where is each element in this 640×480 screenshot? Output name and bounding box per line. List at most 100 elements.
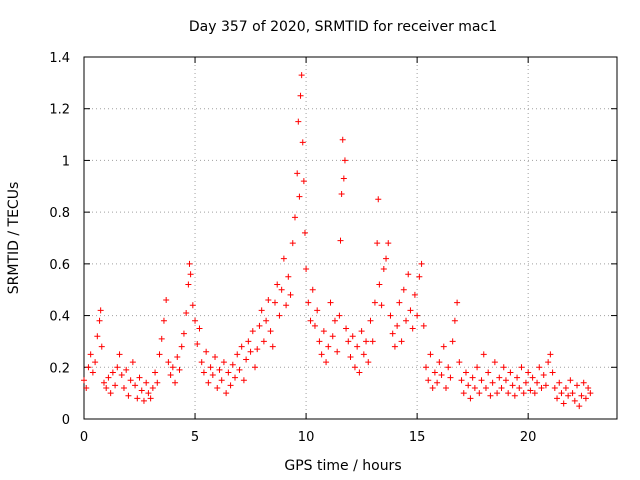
- data-point: [183, 309, 190, 316]
- data-point: [287, 291, 294, 298]
- data-point: [416, 273, 423, 280]
- data-point: [509, 382, 516, 389]
- data-point: [125, 392, 132, 399]
- data-point: [462, 369, 469, 376]
- data-point: [531, 390, 538, 397]
- data-point: [585, 384, 592, 391]
- data-point: [94, 333, 101, 340]
- y-tick-label: 0.4: [49, 310, 70, 325]
- data-point: [112, 382, 119, 389]
- data-point: [100, 379, 107, 386]
- data-point: [249, 328, 256, 335]
- data-point: [451, 317, 458, 324]
- data-point: [120, 384, 127, 391]
- data-point: [180, 330, 187, 337]
- data-point: [458, 377, 465, 384]
- data-point: [311, 322, 318, 329]
- data-point: [114, 364, 121, 371]
- data-point: [456, 359, 463, 366]
- data-point: [325, 343, 332, 350]
- data-point: [196, 325, 203, 332]
- data-point: [398, 338, 405, 345]
- data-point: [356, 369, 363, 376]
- y-tick-label: 0.2: [49, 361, 70, 376]
- data-point: [449, 338, 456, 345]
- data-point: [334, 348, 341, 355]
- data-point: [494, 390, 501, 397]
- data-point: [278, 286, 285, 293]
- data-point: [291, 214, 298, 221]
- data-point: [367, 317, 374, 324]
- data-point: [207, 364, 214, 371]
- data-point: [460, 390, 467, 397]
- data-point: [176, 366, 183, 373]
- data-point: [107, 390, 114, 397]
- data-point: [123, 366, 130, 373]
- data-point: [380, 266, 387, 273]
- data-point: [536, 364, 543, 371]
- data-point: [109, 369, 116, 376]
- data-point: [174, 353, 181, 360]
- data-point: [529, 374, 536, 381]
- data-point: [540, 372, 547, 379]
- data-point: [178, 343, 185, 350]
- data-point: [232, 374, 239, 381]
- data-point: [96, 317, 103, 324]
- data-point: [136, 374, 143, 381]
- data-point: [438, 372, 445, 379]
- data-point: [363, 338, 370, 345]
- data-point: [129, 359, 136, 366]
- data-point: [580, 379, 587, 386]
- data-point: [216, 366, 223, 373]
- ticks-layer: 0 5 10 15 20 0 0.2 0.4 0.6 0.8 1 1.2 1.4: [49, 51, 617, 445]
- data-point: [431, 369, 438, 376]
- data-point: [274, 281, 281, 288]
- data-point: [343, 325, 350, 332]
- data-point: [383, 255, 390, 262]
- data-point: [118, 372, 125, 379]
- data-point: [329, 333, 336, 340]
- data-point: [518, 364, 525, 371]
- data-point: [318, 351, 325, 358]
- data-point: [192, 317, 199, 324]
- data-point: [378, 302, 385, 309]
- data-point: [374, 240, 381, 247]
- data-point: [301, 229, 308, 236]
- data-point: [245, 338, 252, 345]
- data-point: [522, 379, 529, 386]
- data-point: [371, 299, 378, 306]
- data-point: [340, 175, 347, 182]
- data-point: [511, 392, 518, 399]
- data-point: [320, 328, 327, 335]
- data-point: [263, 317, 270, 324]
- data-point: [496, 374, 503, 381]
- data-point: [389, 330, 396, 337]
- data-point: [298, 72, 305, 79]
- y-tick-label: 0.6: [49, 258, 70, 273]
- data-point: [560, 400, 567, 407]
- data-point: [116, 351, 123, 358]
- data-point: [163, 297, 170, 304]
- data-point: [97, 307, 104, 314]
- data-point: [132, 382, 139, 389]
- data-point: [243, 356, 250, 363]
- data-point: [376, 281, 383, 288]
- data-point: [103, 384, 110, 391]
- y-tick-label: 1: [62, 154, 70, 169]
- x-tick-label: 10: [298, 430, 315, 445]
- data-point: [105, 374, 112, 381]
- data-point: [405, 271, 412, 278]
- y-axis-label: SRMTID / TECUs: [6, 182, 22, 295]
- data-point: [165, 359, 172, 366]
- data-point: [365, 359, 372, 366]
- data-point: [186, 260, 193, 267]
- data-point: [542, 382, 549, 389]
- data-point: [554, 395, 561, 402]
- data-point: [309, 286, 316, 293]
- data-point: [375, 196, 382, 203]
- data-point: [427, 351, 434, 358]
- y-tick-label: 0.8: [49, 206, 70, 221]
- x-tick-label: 0: [80, 430, 88, 445]
- data-point: [316, 338, 323, 345]
- data-point: [276, 312, 283, 319]
